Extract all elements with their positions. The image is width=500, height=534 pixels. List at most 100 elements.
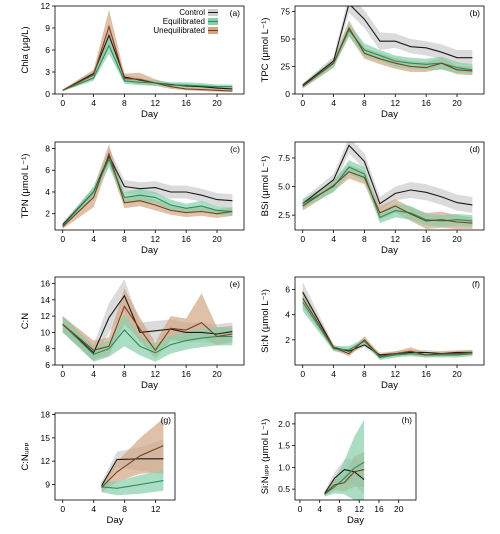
panel-letter: (b) (470, 8, 481, 18)
band-unequil (302, 289, 473, 359)
y-tick-label: 1.0 (278, 462, 290, 472)
x-tick-label: 8 (122, 369, 127, 379)
panel-letter: (e) (230, 279, 241, 289)
x-tick-label: 0 (60, 98, 65, 108)
band-control (302, 6, 473, 88)
panel-g: 0 4 8 12 9 12 15 18 Day C:Nᵤₚₚ (g) (20, 410, 176, 526)
plot-frame (294, 276, 485, 366)
x-tick-label: 12 (391, 98, 401, 108)
series-line-unequil (62, 152, 233, 228)
plot-frame (54, 276, 245, 366)
band-equil (302, 293, 473, 360)
series-line-unequil (302, 26, 473, 87)
x-tick-label: 16 (181, 369, 191, 379)
y-tick-label: 5.0 (278, 182, 290, 192)
series-line-unequil (302, 171, 473, 224)
x-axis-title: Day (381, 380, 398, 391)
x-tick-label: 4 (91, 98, 96, 108)
x-tick-label: 20 (394, 504, 404, 514)
x-tick-label: 16 (421, 98, 431, 108)
band-equil (302, 23, 473, 89)
y-axis-title: BSi (μmol L⁻¹) (260, 156, 271, 217)
y-tick-label: 50 (281, 34, 291, 44)
band-control (302, 142, 473, 213)
series-line-control (302, 291, 473, 356)
x-tick-label: 4 (331, 98, 336, 108)
x-tick-label: 4 (331, 369, 336, 379)
y-tick-label: 2 (285, 335, 290, 345)
y-tick-label: 1.5 (278, 441, 290, 451)
y-tick-label: 6 (45, 165, 50, 175)
plot-frame (54, 412, 176, 501)
legend-label-unequil: Unequilibrated (153, 26, 205, 35)
series-line-equil (302, 29, 473, 87)
series-line-equil (302, 301, 473, 359)
y-tick-label: 7.5 (278, 153, 290, 163)
x-axis-title: Day (107, 515, 124, 526)
series-line-equil (324, 461, 365, 495)
x-tick-label: 0 (300, 369, 305, 379)
panel-d: 0 4 8 12 16 20 2.5 5.0 7.5 Day BSi (μmol L⁻¹) (d) (260, 141, 485, 256)
y-tick-label: 4 (45, 187, 50, 197)
panel-e: 0 4 8 12 16 20 6 8 10 12 14 16 Day C:N (e) (20, 276, 245, 391)
x-tick-label: 0 (60, 369, 65, 379)
x-tick-label: 16 (421, 234, 431, 244)
x-tick-label: 20 (212, 369, 222, 379)
series-line-control (62, 294, 233, 354)
panel-letter: (c) (230, 144, 240, 154)
x-tick-label: 8 (122, 504, 127, 514)
series-line-unequil (101, 445, 164, 488)
y-tick-label: 2.5 (278, 210, 290, 220)
y-tick-label: 6 (45, 45, 50, 55)
x-tick-label: 12 (391, 234, 401, 244)
plot-frame (294, 5, 485, 95)
y-tick-label: 2 (45, 209, 50, 219)
plot-frame (294, 412, 417, 501)
y-tick-label: 75 (281, 7, 291, 17)
x-tick-label: 8 (122, 98, 127, 108)
x-tick-label: 16 (421, 369, 431, 379)
series-line-control (324, 469, 365, 494)
y-tick-label: 12 (41, 311, 51, 321)
series-line-equil (101, 480, 164, 489)
series-line-control (101, 458, 164, 487)
y-axis-title: Chla (μg/L) (20, 26, 31, 73)
y-tick-label: 15 (41, 433, 51, 443)
band-unequil (62, 9, 233, 92)
y-tick-label: 12 (41, 456, 51, 466)
x-axis-title: Day (381, 245, 398, 256)
panel-letter: (a) (230, 8, 241, 18)
y-tick-label: 10 (41, 327, 51, 337)
x-tick-label: 12 (151, 234, 161, 244)
y-tick-label: 0 (45, 89, 50, 99)
x-axis-title: Day (141, 245, 158, 256)
x-tick-label: 0 (60, 504, 65, 514)
band-equil (324, 419, 365, 500)
y-tick-label: 14 (41, 295, 51, 305)
x-tick-label: 12 (151, 504, 161, 514)
y-tick-label: 12 (41, 1, 51, 11)
y-tick-label: 8 (45, 344, 50, 354)
band-control (302, 282, 473, 358)
y-tick-label: 9 (45, 479, 50, 489)
x-tick-label: 16 (181, 234, 191, 244)
y-tick-label: 6 (45, 360, 50, 370)
band-equil (101, 470, 164, 496)
y-tick-label: 0 (285, 89, 290, 99)
y-tick-label: 25 (281, 62, 291, 72)
x-tick-label: 12 (151, 369, 161, 379)
x-tick-label: 8 (122, 234, 127, 244)
panel-letter: (g) (161, 415, 172, 425)
y-tick-label: 2.0 (278, 419, 290, 429)
band-unequil (62, 288, 233, 361)
band-equil (302, 160, 473, 227)
y-tick-label: 16 (41, 279, 51, 289)
x-tick-label: 4 (331, 234, 336, 244)
plot-frame (294, 141, 485, 231)
band-equil (62, 151, 233, 228)
x-tick-label: 12 (151, 98, 161, 108)
series-line-unequil (302, 298, 473, 357)
